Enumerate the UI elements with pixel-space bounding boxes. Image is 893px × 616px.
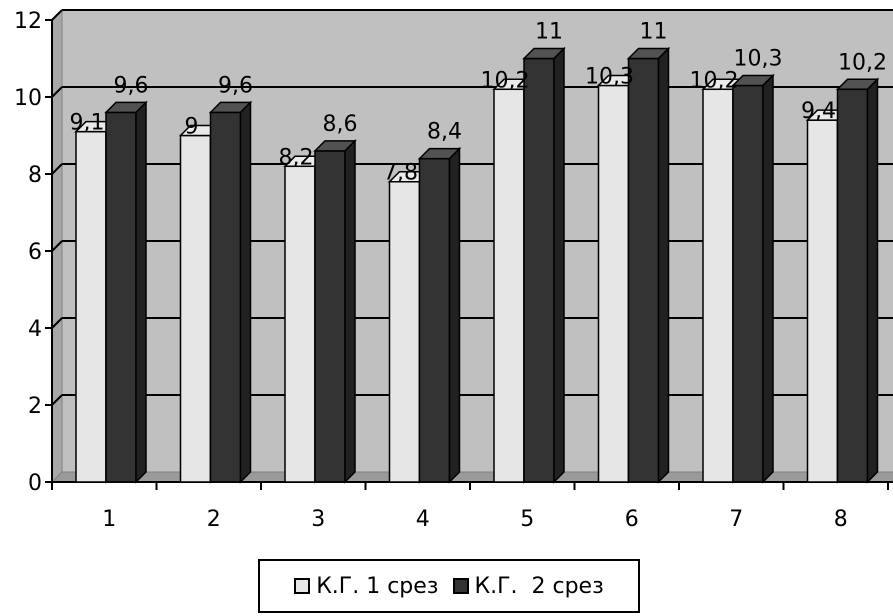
data-label-series-1: 9: [185, 115, 199, 140]
y-tick-label: 12: [14, 9, 42, 34]
data-label-series-2: 10,3: [734, 46, 783, 71]
x-tick-label: 2: [207, 507, 221, 532]
data-label-series-1: 10,2: [690, 68, 739, 93]
bar-series-1: [179, 134, 212, 483]
bar-side-series-2: [553, 46, 565, 484]
data-label-series-1: 7,8: [383, 161, 418, 186]
data-label-series-2: 8,4: [427, 120, 462, 145]
bar-series-1: [388, 180, 421, 483]
legend-item-series-1: К.Г. 1 срез: [294, 573, 439, 599]
y-tick-label: 0: [28, 471, 42, 496]
x-tick-label: 7: [729, 507, 743, 532]
gridline-side: [51, 163, 63, 175]
bar-series-2: [732, 84, 764, 483]
y-tick-label: 6: [28, 240, 42, 265]
bar-side-series-2: [448, 146, 461, 484]
data-label-series-2: 11: [640, 20, 668, 45]
y-tick-label: 8: [28, 163, 42, 188]
chart-legend: К.Г. 1 срез К.Г. 2 срез: [258, 559, 640, 613]
bar-series-2: [523, 57, 555, 483]
y-tick-label: 2: [28, 394, 42, 419]
bar-series-1: [75, 130, 107, 483]
gridline-side: [51, 9, 63, 21]
bar-side-series-2: [135, 100, 147, 484]
legend-label-series-1: К.Г. 1 срез: [316, 573, 439, 599]
bar-series-2: [209, 111, 242, 483]
bar-series-2: [314, 150, 346, 483]
gridline-side: [51, 240, 63, 252]
bar-series-1: [702, 88, 734, 483]
data-label-series-2: 8,6: [323, 112, 358, 137]
bar-side-series-2: [239, 100, 252, 484]
gridline-side: [51, 86, 63, 98]
data-label-series-2: 11: [535, 20, 563, 45]
x-tick-label: 5: [520, 507, 534, 532]
bar-series-1: [284, 165, 316, 483]
bar-series-1: [493, 88, 525, 483]
bar-series-2: [836, 88, 869, 483]
x-tick-label: 1: [102, 507, 116, 532]
bar-series-1: [806, 119, 839, 483]
bar-series-1: [597, 84, 630, 483]
data-label-series-1: 10,3: [585, 64, 634, 89]
y-tick-label: 10: [14, 86, 42, 111]
x-tick-label: 4: [416, 507, 430, 532]
x-tick-label: 3: [311, 507, 325, 532]
data-label-series-1: 9,1: [70, 111, 105, 136]
x-tick-label: 8: [834, 507, 848, 532]
data-label-series-1: 8,2: [279, 145, 314, 170]
bar-side-series-2: [762, 73, 774, 484]
gridline-side: [51, 394, 63, 406]
data-label-series-2: 9,6: [114, 73, 149, 98]
data-label-series-1: 10,2: [481, 68, 530, 93]
data-label-series-2: 10,2: [838, 50, 887, 75]
bar-side-series-2: [866, 77, 879, 484]
data-label-series-2: 9,6: [218, 73, 253, 98]
bar-series-2: [418, 157, 451, 483]
legend-label-series-2: К.Г. 2 срез: [474, 573, 604, 599]
data-label-series-1: 9,4: [801, 99, 836, 124]
gridline-side: [51, 317, 63, 329]
bar-series-2: [627, 57, 660, 483]
bar-side-series-2: [657, 46, 670, 484]
bar-series-2: [105, 111, 137, 483]
bar-side-series-2: [344, 139, 356, 484]
legend-swatch-series-1: [294, 578, 311, 594]
legend-item-series-2: К.Г. 2 срез: [452, 573, 604, 599]
legend-swatch-series-2: [452, 578, 469, 594]
x-tick-label: 6: [625, 507, 639, 532]
y-tick-label: 4: [28, 317, 42, 342]
